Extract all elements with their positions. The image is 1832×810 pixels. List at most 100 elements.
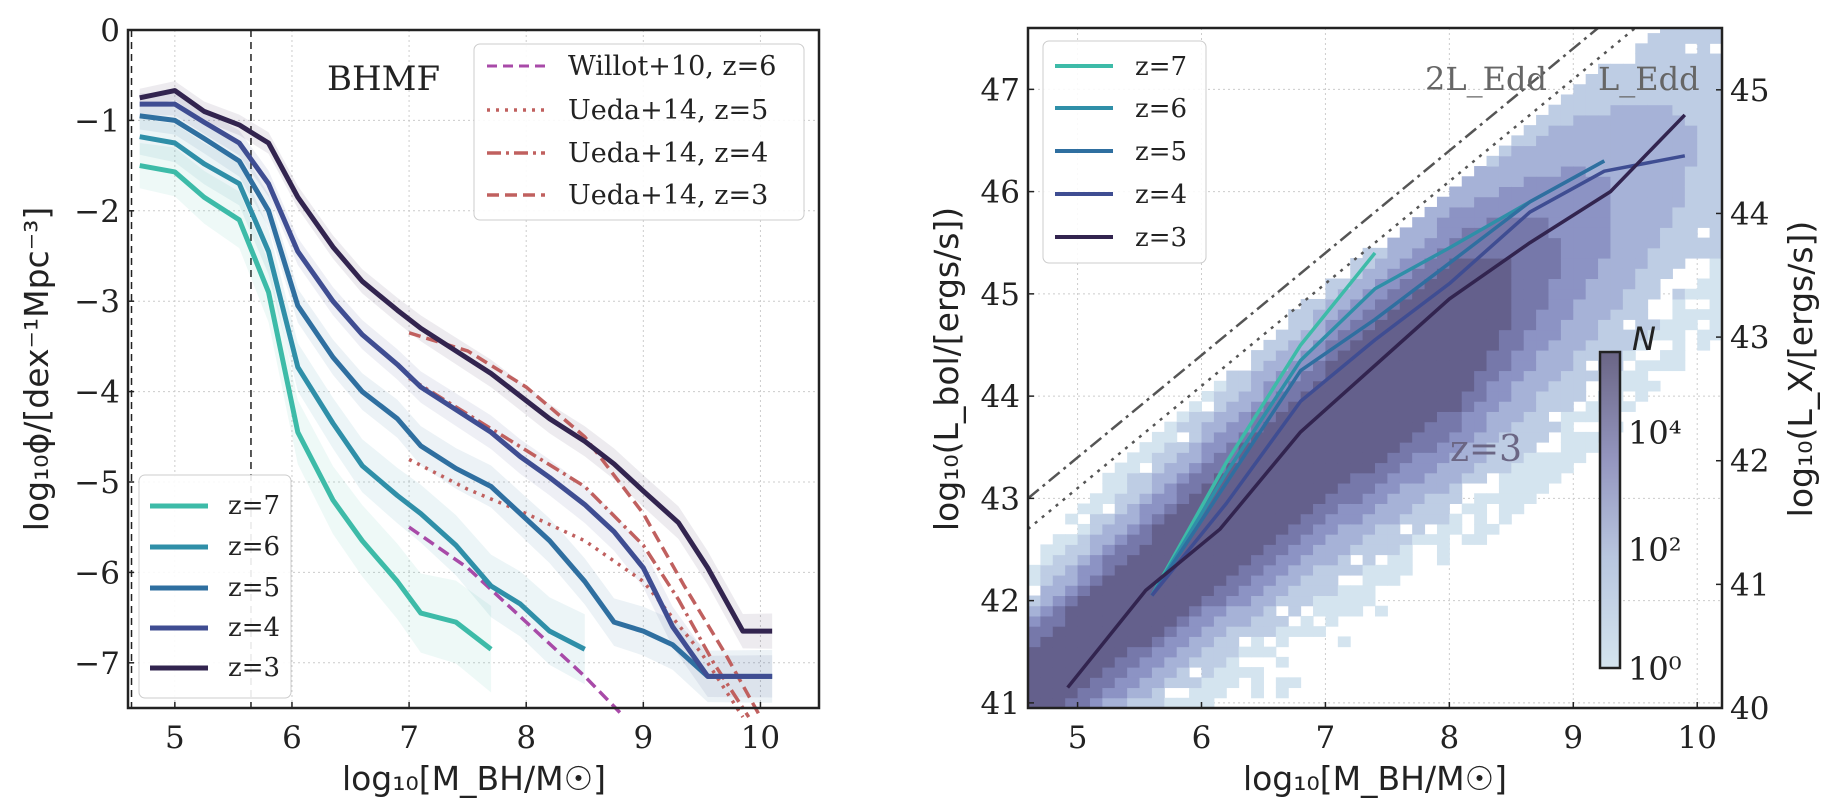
heatmap-cell xyxy=(1300,503,1314,515)
heatmap-cell xyxy=(1077,656,1091,668)
heatmap-cell xyxy=(1399,278,1413,290)
heatmap-cell xyxy=(1102,677,1116,689)
legend-label-z4: z=4 xyxy=(228,613,280,643)
heatmap-cell xyxy=(1226,605,1240,617)
heatmap-cell xyxy=(1647,319,1661,331)
heatmap-cell xyxy=(1697,217,1711,228)
heatmap-cell xyxy=(1151,483,1165,494)
heatmap-cell xyxy=(1350,329,1364,341)
heatmap-cell xyxy=(1263,431,1277,443)
heatmap-cell xyxy=(1065,615,1079,627)
heatmap-cell xyxy=(1201,667,1215,678)
heatmap-cell xyxy=(1474,309,1488,320)
heatmap-cell xyxy=(1251,595,1264,607)
right-y-tick-label: 43 xyxy=(1730,320,1769,356)
heatmap-cell xyxy=(1238,462,1252,474)
heatmap-cell xyxy=(1536,411,1549,423)
heatmap-cell xyxy=(1362,513,1376,525)
heatmap-cell xyxy=(1151,544,1165,556)
heatmap-cell xyxy=(1213,472,1227,484)
heatmap-cell xyxy=(1424,319,1438,331)
heatmap-cell xyxy=(1201,687,1215,699)
heatmap-cell xyxy=(1139,483,1153,494)
heatmap-cell xyxy=(1498,411,1512,423)
heatmap-cell xyxy=(1201,472,1215,484)
heatmap-cell xyxy=(1486,268,1500,280)
heatmap-cell xyxy=(1337,564,1351,576)
legend-label-ueda-z3: Ueda+14, z=3 xyxy=(568,180,768,211)
heatmap-cell xyxy=(1313,554,1326,566)
heatmap-cell xyxy=(1375,544,1388,556)
heatmap-cell xyxy=(1275,513,1289,525)
heatmap-cell xyxy=(1660,350,1673,361)
heatmap-cell xyxy=(1635,278,1649,290)
heatmap-cell xyxy=(1226,462,1240,474)
heatmap-cell xyxy=(1275,523,1289,535)
heatmap-cell xyxy=(1523,442,1537,453)
heatmap-cell xyxy=(1598,298,1611,310)
heatmap-cell xyxy=(1052,554,1066,566)
heatmap-cell xyxy=(1461,227,1475,239)
heatmap-cell xyxy=(1089,564,1103,576)
heatmap-cell xyxy=(1622,135,1636,147)
heatmap-cell xyxy=(1077,605,1091,617)
heatmap-cell xyxy=(1387,247,1401,259)
heatmap-cell xyxy=(1722,166,1735,177)
heatmap-cell xyxy=(1238,585,1252,597)
heatmap-cell xyxy=(1263,380,1277,392)
heatmap-cell xyxy=(1288,575,1302,586)
heatmap-cell xyxy=(1672,53,1686,65)
heatmap-cell xyxy=(1350,472,1364,484)
heatmap-cell xyxy=(1436,329,1450,341)
heatmap-cell xyxy=(1436,523,1450,535)
heatmap-cell xyxy=(1622,401,1636,412)
heatmap-cell xyxy=(1474,227,1488,239)
heatmap-cell xyxy=(1709,237,1722,249)
heatmap-cell xyxy=(1511,309,1525,320)
heatmap-cell xyxy=(1151,656,1165,668)
heatmap-cell xyxy=(1313,544,1326,556)
heatmap-cell xyxy=(1089,595,1103,607)
heatmap-cell xyxy=(1350,462,1364,474)
heatmap-cell xyxy=(1052,636,1066,648)
heatmap-cell xyxy=(1151,677,1165,689)
heatmap-cell xyxy=(1362,411,1376,423)
heatmap-cell xyxy=(1709,53,1722,65)
heatmap-cell xyxy=(1251,636,1264,648)
heatmap-cell xyxy=(1722,146,1735,157)
heatmap-cell xyxy=(1647,63,1661,75)
heatmap-cell xyxy=(1722,43,1735,54)
heatmap-cell xyxy=(1709,319,1722,331)
heatmap-cell xyxy=(1028,656,1041,668)
heatmap-cell xyxy=(1127,564,1141,576)
heatmap-cell xyxy=(1151,697,1165,708)
heatmap-cell xyxy=(1660,94,1673,106)
heatmap-cell xyxy=(1089,605,1103,617)
heatmap-cell xyxy=(1424,278,1438,290)
heatmap-cell xyxy=(1300,370,1314,382)
heatmap-cell xyxy=(1201,575,1215,586)
heatmap-cell xyxy=(1672,196,1686,208)
colorbar-gradient xyxy=(1598,350,1622,670)
heatmap-cell xyxy=(1213,595,1227,607)
legend-box xyxy=(473,43,805,221)
heatmap-cell xyxy=(1375,411,1388,423)
heatmap-cell xyxy=(1598,63,1611,75)
heatmap-cell xyxy=(1486,431,1500,443)
heatmap-cell xyxy=(1362,534,1376,545)
heatmap-cell xyxy=(1585,329,1599,341)
heatmap-cell xyxy=(1560,114,1574,126)
heatmap-cell xyxy=(1436,196,1450,208)
heatmap-cell xyxy=(1498,186,1512,198)
heatmap-cell xyxy=(1560,125,1574,136)
heatmap-cell xyxy=(1412,513,1426,525)
heatmap-cell xyxy=(1399,329,1413,341)
heatmap-cell xyxy=(1511,268,1525,280)
heatmap-cell xyxy=(1102,513,1116,525)
heatmap-cell xyxy=(1585,217,1599,228)
heatmap-cell xyxy=(1548,196,1562,208)
x-tick-label: 6 xyxy=(1192,720,1212,756)
heatmap-cell xyxy=(1436,401,1450,412)
heatmap-cell xyxy=(1684,135,1698,147)
